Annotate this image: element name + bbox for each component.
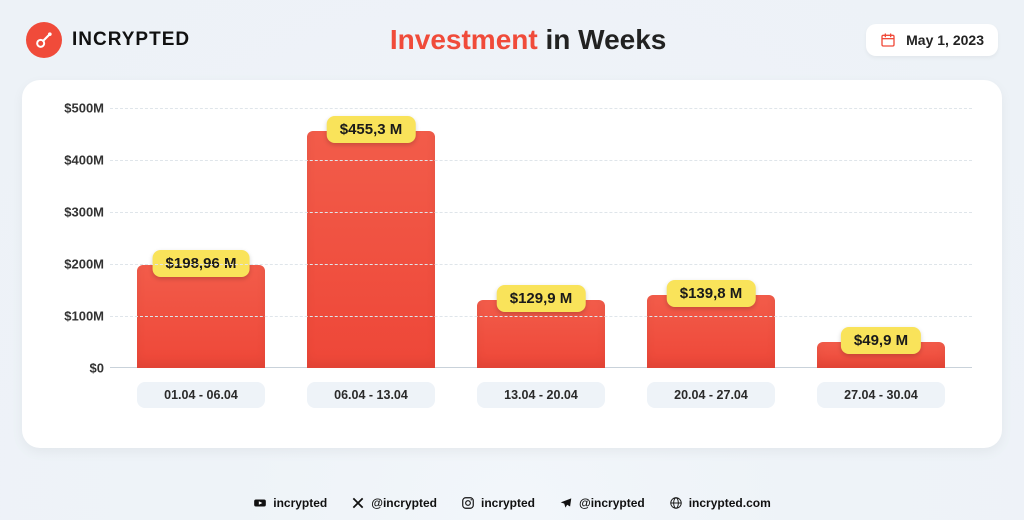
x-tick-label: 06.04 - 13.04 <box>307 382 435 408</box>
footer-link-globe[interactable]: incrypted.com <box>669 496 771 510</box>
grid-line <box>110 316 972 317</box>
y-tick-label: $400M <box>52 153 104 168</box>
footer: incrypted @incrypted incrypted @incrypted in… <box>0 496 1024 510</box>
footer-link-label: @incrypted <box>579 496 645 510</box>
brand-name: INCRYPTED <box>72 29 190 51</box>
x-labels: 01.04 - 06.04 06.04 - 13.04 13.04 - 20.04 2… <box>110 368 972 408</box>
y-tick-label: $100M <box>52 309 104 324</box>
chart-card: $198,96 M$455,3 M$129,9 M$139,8 M$49,9 M… <box>22 80 1002 448</box>
brand: INCRYPTED <box>26 22 190 58</box>
bar-wrap: $129,9 M <box>477 300 605 368</box>
footer-link-label: incrypted.com <box>689 496 771 510</box>
y-tick-label: $300M <box>52 205 104 220</box>
y-tick-label: $0 <box>52 361 104 376</box>
chart-plot: $198,96 M$455,3 M$129,9 M$139,8 M$49,9 M… <box>110 108 972 368</box>
bar: $139,8 M <box>647 295 775 368</box>
footer-link-label: incrypted <box>273 496 327 510</box>
x-tick-label: 27.04 - 30.04 <box>817 382 945 408</box>
brand-logo-icon <box>26 22 62 58</box>
grid-line <box>110 264 972 265</box>
instagram-icon <box>461 496 475 510</box>
x-tick-label: 13.04 - 20.04 <box>477 382 605 408</box>
grid-line <box>110 160 972 161</box>
bar-wrap: $455,3 M <box>307 131 435 368</box>
title-accent: Investment <box>390 24 538 55</box>
youtube-icon <box>253 496 267 510</box>
y-tick-label: $500M <box>52 101 104 116</box>
grid-line <box>110 212 972 213</box>
footer-link-label: incrypted <box>481 496 535 510</box>
x-tick-label: 20.04 - 27.04 <box>647 382 775 408</box>
value-badge: $139,8 M <box>667 280 756 307</box>
bar: $455,3 M <box>307 131 435 368</box>
date-badge: May 1, 2023 <box>866 24 998 56</box>
x-icon <box>351 496 365 510</box>
title-rest: in Weeks <box>545 24 666 55</box>
footer-link-telegram[interactable]: @incrypted <box>559 496 645 510</box>
telegram-icon <box>559 496 573 510</box>
bar: $49,9 M <box>817 342 945 368</box>
y-tick-label: $200M <box>52 257 104 272</box>
value-badge: $129,9 M <box>497 285 586 312</box>
page-title: Investment in Weeks <box>390 24 666 56</box>
bar-wrap: $49,9 M <box>817 342 945 368</box>
value-badge: $455,3 M <box>327 116 416 143</box>
footer-link-x[interactable]: @incrypted <box>351 496 437 510</box>
grid-line <box>110 108 972 109</box>
header: INCRYPTED Investment in Weeks May 1, 202… <box>0 0 1024 68</box>
footer-link-youtube[interactable]: incrypted <box>253 496 327 510</box>
chart-bars: $198,96 M$455,3 M$129,9 M$139,8 M$49,9 M <box>110 108 972 368</box>
bar: $129,9 M <box>477 300 605 368</box>
globe-icon <box>669 496 683 510</box>
bar-wrap: $139,8 M <box>647 295 775 368</box>
value-badge: $49,9 M <box>841 327 921 354</box>
x-tick-label: 01.04 - 06.04 <box>137 382 265 408</box>
date-label: May 1, 2023 <box>906 32 984 48</box>
footer-link-instagram[interactable]: incrypted <box>461 496 535 510</box>
footer-link-label: @incrypted <box>371 496 437 510</box>
calendar-icon <box>880 32 896 48</box>
